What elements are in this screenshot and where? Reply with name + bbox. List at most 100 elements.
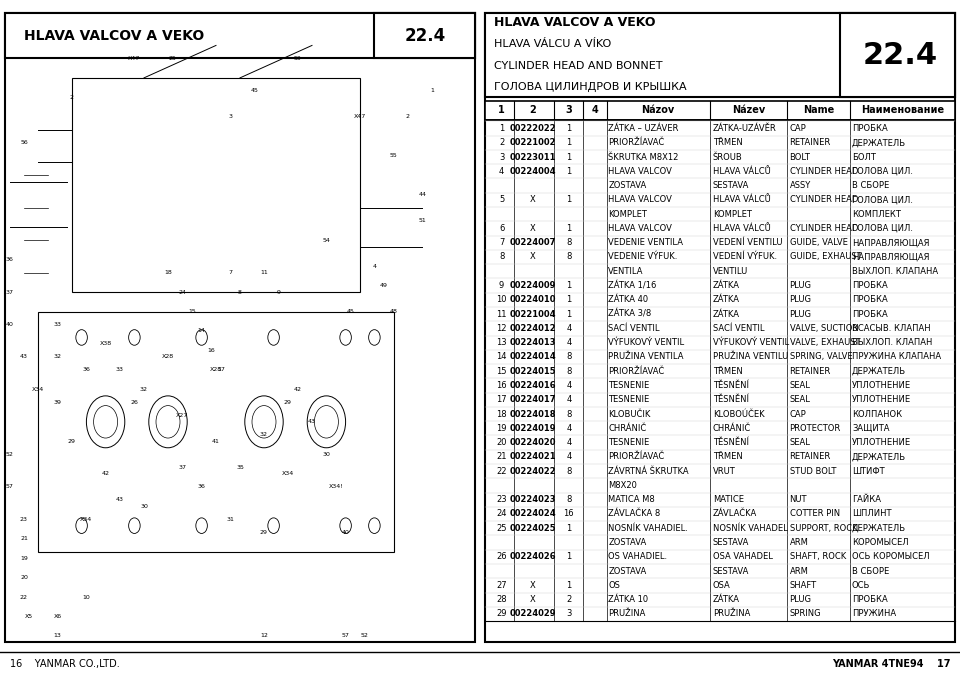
Text: CAP: CAP bbox=[789, 124, 806, 133]
Circle shape bbox=[129, 330, 140, 345]
Text: PLUG: PLUG bbox=[789, 281, 811, 290]
Text: 00224015: 00224015 bbox=[510, 366, 556, 376]
Text: 1: 1 bbox=[566, 139, 571, 147]
Text: SEAL: SEAL bbox=[789, 395, 810, 404]
Text: 00224025: 00224025 bbox=[510, 524, 556, 533]
Text: GUIDE, VALVE: GUIDE, VALVE bbox=[789, 238, 848, 247]
Text: 1: 1 bbox=[566, 195, 571, 204]
Text: 1: 1 bbox=[566, 124, 571, 133]
Circle shape bbox=[86, 396, 125, 448]
Text: 00224009: 00224009 bbox=[510, 281, 556, 290]
Text: PRUŽINA VENTILA: PRUŽINA VENTILA bbox=[609, 352, 684, 362]
Circle shape bbox=[93, 406, 117, 438]
Text: HLAVA VÁLCU A VÍKO: HLAVA VÁLCU A VÍKO bbox=[494, 39, 612, 49]
Text: 16    YANMAR CO.,LTD.: 16 YANMAR CO.,LTD. bbox=[10, 659, 119, 669]
Text: 36: 36 bbox=[198, 484, 205, 489]
Text: NOSNÍK VAHADIEL.: NOSNÍK VAHADIEL. bbox=[609, 524, 688, 533]
Text: 1: 1 bbox=[566, 281, 571, 290]
Text: 18: 18 bbox=[164, 270, 172, 275]
Text: KOMPLET: KOMPLET bbox=[609, 210, 647, 218]
Text: КОРОМЫСЕЛ: КОРОМЫСЕЛ bbox=[852, 538, 908, 547]
Text: CHRÁNIČ: CHRÁNIČ bbox=[609, 424, 646, 433]
Text: ОСЬ КОРОМЫСЕЛ: ОСЬ КОРОМЫСЕЛ bbox=[852, 552, 929, 561]
Text: 1: 1 bbox=[566, 581, 571, 590]
Text: BOLT: BOLT bbox=[789, 153, 810, 162]
Text: TĚSNĚNÍ: TĚSNĚNÍ bbox=[712, 395, 749, 404]
Text: БОЛТ: БОЛТ bbox=[852, 153, 876, 162]
Text: ZÁVRTNÁ ŠKRUTKA: ZÁVRTNÁ ŠKRUTKA bbox=[609, 466, 688, 476]
Text: OSA: OSA bbox=[712, 581, 731, 590]
Circle shape bbox=[268, 330, 279, 345]
Text: ГОЛОВА ЦИЛ.: ГОЛОВА ЦИЛ. bbox=[852, 195, 913, 204]
Text: 21: 21 bbox=[496, 452, 507, 461]
Text: X: X bbox=[530, 253, 536, 262]
Text: X: X bbox=[530, 581, 536, 590]
Text: КОЛПАНОК: КОЛПАНОК bbox=[852, 410, 902, 418]
Text: ОСЬ: ОСЬ bbox=[852, 581, 871, 590]
Text: 17: 17 bbox=[217, 368, 225, 372]
Text: 00221004: 00221004 bbox=[510, 310, 556, 318]
Text: ZOSTAVA: ZOSTAVA bbox=[609, 538, 646, 547]
Circle shape bbox=[196, 518, 207, 533]
Text: 57: 57 bbox=[342, 633, 349, 638]
Text: SESTAVA: SESTAVA bbox=[712, 566, 749, 575]
Text: 00224020: 00224020 bbox=[510, 438, 556, 447]
Text: 00224024: 00224024 bbox=[510, 510, 556, 518]
Text: ZÁTKA 1/16: ZÁTKA 1/16 bbox=[609, 281, 657, 290]
Text: VEDENIE VENTILA: VEDENIE VENTILA bbox=[609, 238, 684, 247]
Text: 19: 19 bbox=[496, 424, 507, 433]
Text: TŘMEN: TŘMEN bbox=[712, 139, 742, 147]
Text: 43: 43 bbox=[116, 498, 124, 502]
Text: 29: 29 bbox=[284, 400, 292, 405]
Text: PRUŽINA: PRUŽINA bbox=[712, 610, 750, 619]
Text: OSA VAHADEL: OSA VAHADEL bbox=[712, 552, 773, 561]
Text: 8: 8 bbox=[566, 366, 571, 376]
Text: SPRING: SPRING bbox=[789, 610, 821, 619]
Text: 21: 21 bbox=[20, 536, 28, 541]
Text: 52: 52 bbox=[6, 452, 13, 457]
Text: VEDENÍ VENTILU: VEDENÍ VENTILU bbox=[712, 238, 782, 247]
Text: ГОЛОВА ЦИЛ.: ГОЛОВА ЦИЛ. bbox=[852, 167, 913, 176]
Text: GUIDE, EXHAUST: GUIDE, EXHAUST bbox=[789, 253, 861, 262]
Text: 8: 8 bbox=[566, 496, 571, 504]
Text: VEDENÍ VÝFUK.: VEDENÍ VÝFUK. bbox=[712, 253, 777, 262]
Text: X34: X34 bbox=[282, 471, 294, 476]
Text: 37: 37 bbox=[6, 289, 13, 295]
Text: 00222022: 00222022 bbox=[510, 124, 556, 133]
Text: 00224007: 00224007 bbox=[510, 238, 556, 247]
Text: COTTER PIN: COTTER PIN bbox=[789, 510, 840, 518]
Text: 51: 51 bbox=[419, 218, 426, 223]
Text: 15: 15 bbox=[496, 366, 507, 376]
Text: PLUG: PLUG bbox=[789, 595, 811, 604]
Text: Názov: Názov bbox=[641, 105, 674, 116]
Text: VEDENIE VÝFUK.: VEDENIE VÝFUK. bbox=[609, 253, 678, 262]
Text: ВЫХЛОП. КЛАПАНА: ВЫХЛОП. КЛАПАНА bbox=[852, 267, 938, 276]
Text: ZÁTKA: ZÁTKA bbox=[712, 281, 740, 290]
Text: X28: X28 bbox=[162, 354, 174, 360]
Text: PROTECTOR: PROTECTOR bbox=[789, 424, 841, 433]
Text: 49: 49 bbox=[380, 283, 388, 288]
Text: ZOSTAVA: ZOSTAVA bbox=[609, 181, 646, 190]
Text: 00223011: 00223011 bbox=[510, 153, 556, 162]
Text: 2: 2 bbox=[406, 114, 410, 119]
Text: 30: 30 bbox=[323, 452, 330, 457]
Circle shape bbox=[129, 518, 140, 533]
Text: 52: 52 bbox=[361, 633, 369, 638]
Text: 42: 42 bbox=[294, 387, 301, 392]
Text: 50: 50 bbox=[294, 56, 301, 61]
Text: 40: 40 bbox=[342, 530, 349, 535]
Text: 00224029: 00224029 bbox=[510, 610, 556, 619]
Text: NOSNÍK VAHADEL: NOSNÍK VAHADEL bbox=[712, 524, 787, 533]
Text: 1: 1 bbox=[430, 89, 434, 93]
Text: 5: 5 bbox=[499, 195, 504, 204]
Text: 26: 26 bbox=[496, 552, 507, 561]
Text: ПРУЖИНА КЛАПАНА: ПРУЖИНА КЛАПАНА bbox=[852, 352, 941, 362]
Text: 1: 1 bbox=[566, 167, 571, 176]
Text: 57: 57 bbox=[6, 484, 13, 489]
Text: X6: X6 bbox=[54, 614, 61, 619]
Text: 20: 20 bbox=[20, 575, 28, 580]
Text: 11: 11 bbox=[496, 310, 507, 318]
Text: 00224013: 00224013 bbox=[510, 338, 556, 347]
Text: X: X bbox=[530, 195, 536, 204]
Circle shape bbox=[340, 518, 351, 533]
